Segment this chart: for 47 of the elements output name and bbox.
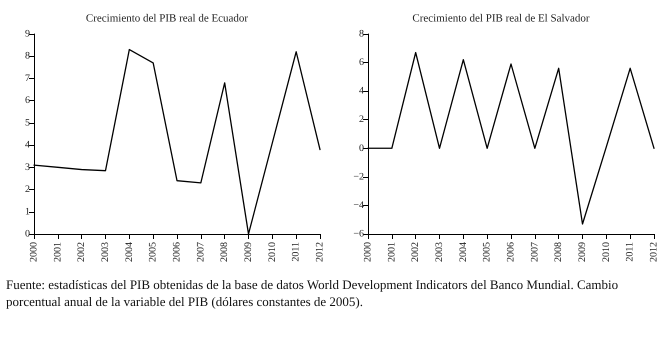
y-tick-label: 8 <box>359 28 364 40</box>
x-tick-label: 2003 <box>434 242 445 262</box>
x-tick-label: 2012 <box>648 242 660 262</box>
y-tick-label: 5 <box>25 117 30 128</box>
y-tick-label: 1 <box>25 206 30 218</box>
y-tick-label: 6 <box>359 57 364 68</box>
x-tick-label: 2009 <box>243 242 254 262</box>
source-note: Fuente: estadísticas del PIB obtenidas de la base de datos World Development Indicators del Banco Mundial. Cambio porcentual anual de la variable del PIB (dólares constantes de 2005). <box>5 276 620 310</box>
x-tick-label: 2005 <box>148 242 159 262</box>
x-tick-label: 2010 <box>600 242 612 262</box>
x-tick-label: 2007 <box>529 242 540 262</box>
x-tick-label: 2004 <box>124 242 135 262</box>
y-tick-label: −2 <box>353 171 364 182</box>
y-tick-label: 2 <box>25 184 30 196</box>
x-tick-label: 2006 <box>506 242 516 262</box>
x-tick-label: 2009 <box>577 242 588 262</box>
x-tick-label: 2000 <box>362 242 374 262</box>
chart-title: Crecimiento del PIB real de El Salvador <box>412 12 590 24</box>
x-tick-label: 2011 <box>624 242 636 262</box>
y-tick-label: 7 <box>25 72 30 84</box>
x-tick-label: 2008 <box>219 242 230 262</box>
x-tick-label: 2012 <box>314 242 326 262</box>
x-tick-label: 2007 <box>195 242 206 262</box>
x-tick-label: 2002 <box>410 242 422 262</box>
x-tick-label: 2001 <box>52 242 64 262</box>
x-tick-label: 2008 <box>553 242 564 262</box>
x-tick-label: 2001 <box>386 242 398 262</box>
x-tick-label: 2003 <box>100 242 111 262</box>
y-tick-label: 8 <box>25 50 30 62</box>
y-tick-label: 0 <box>25 228 30 240</box>
x-tick-label: 2004 <box>458 242 469 262</box>
x-tick-label: 2000 <box>28 242 40 262</box>
x-tick-label: 2006 <box>172 242 182 262</box>
y-tick-label: 6 <box>25 95 30 106</box>
x-tick-label: 2011 <box>290 242 302 262</box>
x-tick-label: 2010 <box>266 242 278 262</box>
y-tick-label: 2 <box>359 114 364 126</box>
x-tick-label: 2005 <box>482 242 493 262</box>
y-tick-label: −6 <box>353 228 364 240</box>
y-tick-label: 0 <box>359 142 364 154</box>
y-tick-label: −4 <box>353 200 364 211</box>
y-tick-label: 9 <box>25 28 30 40</box>
x-tick-label: 2002 <box>76 242 88 262</box>
y-tick-label: 3 <box>25 162 30 173</box>
y-tick-label: 4 <box>25 140 30 151</box>
chart-title: Crecimiento del PIB real de Ecuador <box>86 12 248 24</box>
y-tick-label: 4 <box>359 86 364 97</box>
